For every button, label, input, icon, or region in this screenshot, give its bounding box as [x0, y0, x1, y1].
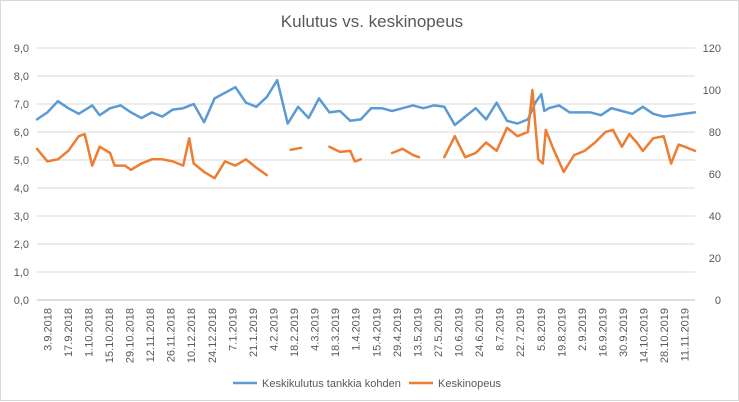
x-axis-tick-label: 2.9.2019 [577, 308, 589, 351]
x-axis-tick-label: 15.10.2018 [104, 308, 116, 363]
x-axis-tick-label: 19.8.2019 [556, 308, 568, 357]
x-axis-tick-label: 14.10.2019 [639, 308, 651, 363]
left-axis-tick-labels: 0,0 1,0 2,0 3,0 4,0 5,0 6,0 7,0 8,0 9,0 [14, 43, 29, 307]
x-axis-tick-label: 13.5.2019 [412, 308, 424, 357]
right-axis-tick-label: 20 [709, 253, 721, 265]
left-axis-tick-label: 4,0 [14, 183, 29, 195]
x-axis-tick-label: 27.5.2019 [433, 308, 445, 357]
series-line-keskinopeus [390, 147, 421, 159]
right-axis-tick-label: 120 [703, 43, 721, 55]
left-axis-tick-label: 2,0 [14, 239, 29, 251]
legend: Keskikulutus tankkia kohden Keskinopeus [233, 378, 501, 390]
x-axis-tick-label: 10.6.2019 [454, 308, 466, 357]
x-axis-tick-label: 29.4.2019 [392, 308, 404, 357]
x-axis-tick-label: 4.2.2019 [268, 308, 280, 351]
series-lines [35, 78, 697, 180]
left-axis-tick-label: 0,0 [14, 295, 29, 307]
x-axis-tick-label: 11.11.2019 [680, 308, 692, 361]
x-axis-tick-label: 22.7.2019 [515, 308, 527, 357]
series-line-keskikulutus [35, 78, 697, 127]
x-axis-tick-label: 15.4.2019 [371, 308, 383, 357]
gridlines [37, 47, 695, 301]
x-axis-tick-label: 21.1.2019 [248, 308, 260, 357]
x-axis-tick-label: 10.12.2018 [186, 308, 198, 363]
x-axis-tick-labels: 3.9.2018 17.9.2018 1.10.2018 15.10.2018 29.1… [42, 308, 691, 363]
series-line-keskinopeus [443, 88, 697, 174]
x-axis-tick-label: 16.9.2019 [597, 308, 609, 357]
x-axis-tick-label: 30.9.2019 [618, 308, 630, 357]
x-axis-tick-label: 17.9.2018 [63, 308, 75, 357]
x-axis-tick-label: 7.1.2019 [227, 308, 239, 351]
x-axis-tick-label: 12.11.2018 [145, 308, 157, 362]
x-axis-tick-label: 5.8.2019 [536, 308, 548, 351]
x-axis-tick-label: 4.3.2019 [310, 308, 322, 351]
x-axis-tick-label: 18.3.2019 [330, 308, 342, 357]
right-axis-tick-label: 0 [715, 295, 721, 307]
x-axis-tick-label: 24.6.2019 [474, 308, 486, 357]
left-axis-tick-label: 8,0 [14, 71, 29, 83]
left-axis-tick-label: 9,0 [14, 43, 29, 55]
left-axis-tick-label: 1,0 [14, 267, 29, 279]
x-axis-tick-label: 28.10.2019 [659, 308, 671, 363]
x-axis-tick-label: 3.9.2018 [42, 308, 54, 351]
right-axis-tick-label: 80 [709, 127, 721, 139]
series-line-keskinopeus [35, 132, 269, 180]
series-line-keskinopeus [328, 145, 363, 163]
legend-label: Keskinopeus [438, 378, 501, 390]
x-axis-tick-label: 24.12.2018 [207, 308, 219, 363]
right-axis-tick-labels: 0 20 40 60 80 100 120 [703, 43, 721, 307]
legend-label: Keskikulutus tankkia kohden [262, 378, 401, 390]
x-axis-tick-label: 18.2.2019 [289, 308, 301, 357]
right-axis-tick-label: 100 [703, 85, 721, 97]
series-line-keskinopeus [289, 146, 303, 152]
x-axis-tick-label: 26.11.2018 [166, 308, 178, 362]
left-axis-tick-label: 7,0 [14, 99, 29, 111]
left-axis-tick-label: 5,0 [14, 155, 29, 167]
x-axis-tick-label: 1.4.2019 [351, 308, 363, 351]
left-axis-tick-label: 6,0 [14, 127, 29, 139]
left-axis-tick-label: 3,0 [14, 211, 29, 223]
right-axis-tick-label: 40 [709, 211, 721, 223]
x-axis-tick-label: 8.7.2019 [495, 308, 507, 351]
right-axis-tick-label: 60 [709, 169, 721, 181]
x-axis-tick-label: 29.10.2018 [125, 308, 137, 363]
x-axis-tick-label: 1.10.2018 [83, 308, 95, 357]
chart-title: Kulutus vs. keskinopeus [281, 12, 463, 31]
